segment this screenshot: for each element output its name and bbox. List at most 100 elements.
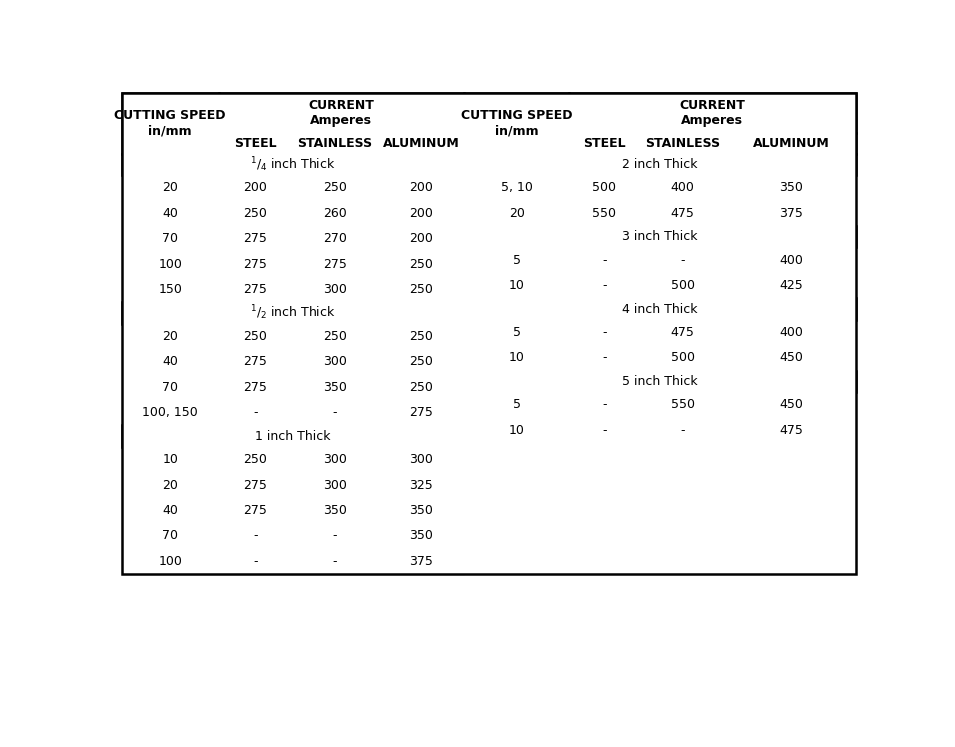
Bar <box>219 226 292 251</box>
Bar <box>464 200 569 226</box>
Text: CUTTING SPEED
in/mm: CUTTING SPEED in/mm <box>115 109 226 137</box>
Bar <box>726 273 856 298</box>
Text: 350: 350 <box>409 530 433 542</box>
Text: 70: 70 <box>162 232 179 245</box>
Text: 5: 5 <box>513 254 520 267</box>
Bar <box>292 447 377 472</box>
Text: 40: 40 <box>162 504 178 517</box>
Bar <box>640 247 726 273</box>
Text: 100: 100 <box>159 258 182 270</box>
Text: 10: 10 <box>509 424 524 437</box>
Bar <box>569 320 640 345</box>
Bar <box>219 251 292 276</box>
Bar <box>464 345 569 371</box>
Text: 475: 475 <box>670 326 694 339</box>
Bar <box>121 447 219 472</box>
Text: 3 inch Thick: 3 inch Thick <box>623 230 698 244</box>
Bar <box>219 374 292 400</box>
Bar <box>726 443 856 468</box>
Bar <box>219 447 292 472</box>
Text: STEEL: STEEL <box>583 137 626 149</box>
Bar <box>121 425 464 447</box>
Bar <box>219 133 292 154</box>
Text: 500: 500 <box>670 279 695 292</box>
Bar <box>377 323 464 349</box>
Bar <box>464 519 569 545</box>
Bar <box>569 273 640 298</box>
Bar <box>726 345 856 371</box>
Bar <box>726 392 856 418</box>
Text: 450: 450 <box>779 398 803 412</box>
Bar <box>219 323 292 349</box>
Text: -: - <box>332 555 337 568</box>
Bar <box>640 175 726 200</box>
Bar <box>292 251 377 276</box>
Text: STEEL: STEEL <box>234 137 277 149</box>
Bar <box>292 200 377 226</box>
Bar <box>464 298 856 320</box>
Bar <box>726 468 856 494</box>
Bar <box>292 323 377 349</box>
Bar <box>464 93 569 154</box>
Text: CUTTING SPEED
in/mm: CUTTING SPEED in/mm <box>461 109 572 137</box>
Text: 250: 250 <box>409 283 433 296</box>
Text: 20: 20 <box>509 207 524 220</box>
Text: -: - <box>602 326 606 339</box>
Bar <box>569 200 640 226</box>
Text: 275: 275 <box>409 406 433 419</box>
Bar <box>121 93 219 154</box>
Text: -: - <box>253 530 258 542</box>
Bar <box>726 320 856 345</box>
Bar <box>292 133 377 154</box>
Bar <box>464 320 569 345</box>
Text: 250: 250 <box>244 330 267 343</box>
Bar <box>219 548 292 574</box>
Bar <box>640 545 726 570</box>
Text: 350: 350 <box>323 381 347 394</box>
Text: 500: 500 <box>670 352 695 365</box>
Bar <box>219 523 292 548</box>
Bar <box>292 276 377 302</box>
Text: -: - <box>602 398 606 412</box>
Bar <box>292 226 377 251</box>
Bar <box>464 371 856 392</box>
Text: 250: 250 <box>244 207 267 220</box>
Text: 2 inch Thick: 2 inch Thick <box>623 158 698 171</box>
Text: 20: 20 <box>162 330 178 343</box>
Text: 200: 200 <box>409 182 433 194</box>
Text: 275: 275 <box>244 381 267 394</box>
Text: 5: 5 <box>513 398 520 412</box>
Text: 200: 200 <box>409 232 433 245</box>
Text: 150: 150 <box>159 283 182 296</box>
Bar <box>121 400 219 425</box>
Text: -: - <box>602 352 606 365</box>
Bar <box>121 226 219 251</box>
Bar <box>569 133 640 154</box>
Text: 275: 275 <box>244 356 267 368</box>
Text: 250: 250 <box>323 182 347 194</box>
Bar <box>121 323 219 349</box>
Text: 300: 300 <box>323 283 347 296</box>
Text: 375: 375 <box>409 555 433 568</box>
Text: 250: 250 <box>409 330 433 343</box>
Text: 4 inch Thick: 4 inch Thick <box>623 303 698 315</box>
Bar <box>219 349 292 374</box>
Bar <box>121 302 464 323</box>
Bar <box>121 374 219 400</box>
Bar <box>377 472 464 498</box>
Text: -: - <box>332 530 337 542</box>
Bar <box>121 548 219 574</box>
Bar <box>121 93 856 574</box>
Bar <box>377 374 464 400</box>
Text: 270: 270 <box>323 232 347 245</box>
Bar <box>377 349 464 374</box>
Bar <box>121 472 219 498</box>
Text: $^{1}/_{4}$ inch Thick: $^{1}/_{4}$ inch Thick <box>250 155 336 174</box>
Text: 250: 250 <box>244 453 267 466</box>
Bar <box>640 494 726 519</box>
Bar <box>292 349 377 374</box>
Bar <box>640 392 726 418</box>
Bar <box>292 548 377 574</box>
Bar <box>640 320 726 345</box>
Text: $^{1}/_{2}$ inch Thick: $^{1}/_{2}$ inch Thick <box>250 303 336 322</box>
